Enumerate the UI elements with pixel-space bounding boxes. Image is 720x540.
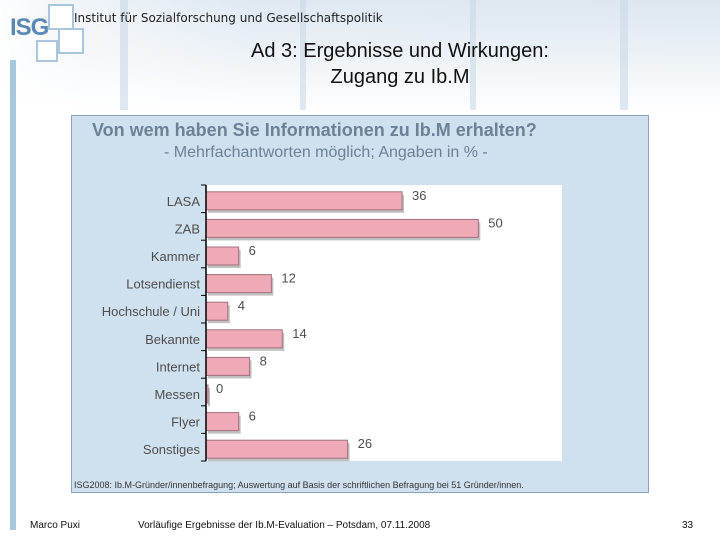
page-number: 33 — [682, 520, 694, 531]
header-background — [0, 0, 720, 110]
isg-logo: ISG — [10, 14, 49, 41]
logo-square-decoration — [36, 40, 58, 62]
category-label: Kammer — [151, 249, 201, 264]
institute-name: Institut für Sozialforschung und Gesells… — [74, 11, 383, 25]
footer-author: Marco Puxi — [30, 520, 81, 531]
page-title-line-1: Ad 3: Ergebnisse und Wirkungen: — [251, 40, 549, 62]
category-label: Internet — [156, 359, 200, 374]
category-label: Messen — [154, 387, 200, 402]
category-label: LASA — [167, 194, 201, 209]
bar-shadow — [208, 388, 210, 406]
bar-internet — [205, 356, 251, 376]
left-accent-bar — [10, 60, 16, 530]
value-label: 50 — [488, 215, 502, 230]
footer-caption: Vorläufige Ergebnisse der Ib.M-Evaluatio… — [138, 520, 431, 531]
background-shelf-decoration — [620, 0, 628, 110]
bar-sonstiges — [205, 439, 349, 459]
chart-subtitle: - Mehrfachantworten möglich; Angaben in … — [164, 144, 488, 161]
bar-lasa — [205, 191, 403, 211]
bar-kammer — [205, 246, 240, 266]
category-label: Flyer — [171, 415, 201, 430]
category-label: Sonstiges — [143, 442, 201, 457]
bar-bekannte — [205, 329, 283, 349]
value-label: 8 — [260, 353, 267, 368]
value-label: 4 — [238, 298, 245, 313]
value-label: 36 — [412, 188, 426, 203]
background-shelf-decoration — [300, 0, 306, 110]
bar-zab — [205, 218, 479, 238]
logo-square-decoration — [58, 28, 84, 54]
value-label: 0 — [216, 381, 223, 396]
logo-square-decoration — [48, 4, 74, 30]
background-shelf-decoration — [120, 0, 128, 110]
chart-title: Von wem haben Sie Informationen zu Ib.M … — [92, 120, 537, 140]
background-shelf-decoration — [470, 0, 476, 110]
chart-panel: Von wem haben Sie Informationen zu Ib.M … — [71, 115, 649, 493]
page-title-line-2: Zugang zu Ib.M — [330, 66, 470, 88]
category-label: Bekannte — [145, 332, 200, 347]
value-label: 14 — [292, 326, 306, 341]
category-label: ZAB — [175, 221, 200, 236]
value-label: 26 — [358, 436, 372, 451]
category-label: Lotsendienst — [126, 277, 200, 292]
value-label: 12 — [281, 271, 295, 286]
bar-flyer — [205, 412, 240, 432]
chart-source-note: ISG2008: Ib.M-Gründer/innenbefragung; Au… — [74, 480, 524, 490]
bar-chart: LASA 36 ZAB 50 Kammer 6 Lotsendienst 12 Hochschu… — [102, 184, 562, 462]
value-label: 6 — [249, 243, 256, 258]
category-label: Hochschule / Uni — [102, 304, 200, 319]
bar-lotsendienst — [205, 274, 272, 294]
bar-hochschule-uni — [205, 301, 229, 321]
value-label: 6 — [249, 409, 256, 424]
page-title: Ad 3: Ergebnisse und Wirkungen: Zugang z… — [120, 38, 680, 90]
